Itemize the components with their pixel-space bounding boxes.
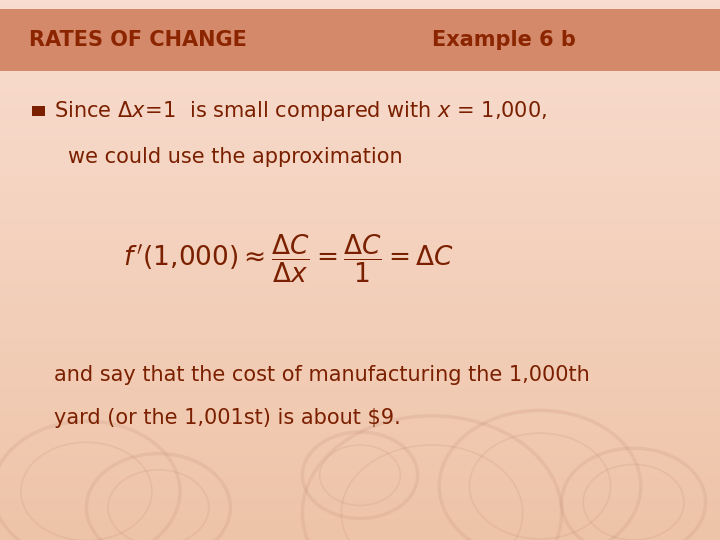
Text: we could use the approximation: we could use the approximation <box>68 146 403 167</box>
FancyBboxPatch shape <box>32 106 45 116</box>
Text: RATES OF CHANGE: RATES OF CHANGE <box>29 30 247 50</box>
Text: yard (or the 1,001st) is about $9.: yard (or the 1,001st) is about $9. <box>54 408 401 429</box>
Text: and say that the cost of manufacturing the 1,000th: and say that the cost of manufacturing t… <box>54 365 590 386</box>
Text: Example 6 b: Example 6 b <box>432 30 576 50</box>
Text: $f\,'(1{,}000) \approx \dfrac{\Delta C}{\Delta x} = \dfrac{\Delta C}{1} = \Delta: $f\,'(1{,}000) \approx \dfrac{\Delta C}{… <box>122 233 454 285</box>
Bar <box>0 9 720 71</box>
Text: Since $\Delta x\!=\!1$  is small compared with $x$ = 1,000,: Since $\Delta x\!=\!1$ is small compared… <box>54 99 547 123</box>
